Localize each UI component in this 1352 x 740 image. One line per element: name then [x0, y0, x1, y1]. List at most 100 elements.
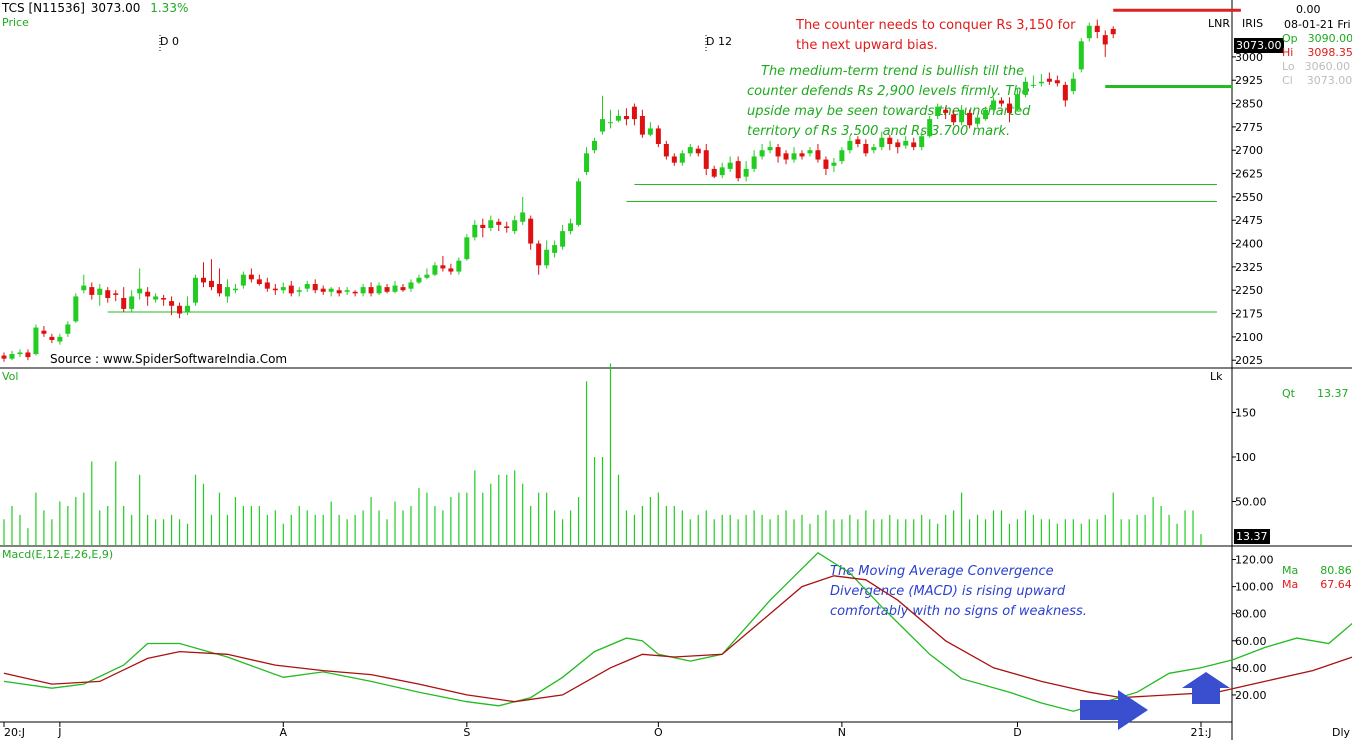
price-tick-label: 2025	[1235, 354, 1263, 367]
price-tick-label: 2475	[1235, 214, 1263, 227]
qt-value: 13.37	[1316, 387, 1349, 400]
cl-value: 3073.00	[1306, 74, 1352, 87]
candle-body	[296, 290, 302, 292]
macd-tick-label: 20.00	[1235, 689, 1267, 702]
candle-body	[264, 282, 270, 289]
candle-body	[97, 288, 103, 295]
candle-body	[472, 224, 478, 238]
candle-body	[623, 116, 629, 120]
iris-label: IRIS	[1242, 17, 1264, 30]
candle-body	[727, 162, 733, 169]
candle-body	[983, 109, 989, 120]
month-label: A	[280, 726, 288, 739]
candle-body	[193, 277, 199, 303]
candle-body	[647, 128, 653, 135]
candle-body	[185, 305, 191, 312]
month-label: O	[654, 726, 663, 739]
candle-body	[480, 224, 486, 228]
candle-body	[105, 290, 111, 298]
candle-body	[320, 288, 326, 292]
candle-body	[248, 274, 254, 280]
candle-body	[360, 287, 366, 294]
candle-body	[568, 223, 574, 232]
candle-body	[1022, 81, 1028, 95]
candle-body	[607, 122, 613, 124]
candle-body	[631, 106, 637, 120]
dly-label: Dly	[1332, 726, 1351, 739]
candle-body	[751, 156, 757, 169]
candle-body	[839, 150, 845, 162]
date-label: 08-01-21 Fri	[1284, 18, 1351, 31]
candle-body	[145, 291, 151, 297]
candle-body	[863, 144, 869, 154]
candle-body	[17, 352, 23, 354]
candle-body	[25, 352, 31, 358]
candle-body	[312, 284, 318, 291]
candle-body	[544, 249, 550, 266]
lo-label: Lo	[1282, 60, 1295, 73]
ma2-value: 67.64	[1320, 578, 1352, 591]
volume-tick-label: 100	[1235, 451, 1256, 464]
month-label: D	[1013, 726, 1021, 739]
candle-body	[560, 231, 566, 247]
candle-body	[1046, 78, 1052, 82]
candle-body	[153, 296, 159, 300]
candle-body	[615, 116, 621, 121]
price-tick-label: 3000	[1235, 51, 1263, 64]
candle-body	[177, 305, 183, 314]
candle-body	[224, 287, 230, 297]
candle-body	[799, 153, 805, 157]
candle-body	[783, 153, 789, 160]
op-label: Op	[1282, 32, 1298, 45]
candle-body	[424, 274, 430, 278]
candle-body	[113, 293, 119, 295]
candle-body	[384, 287, 390, 292]
candle-body	[711, 168, 717, 177]
candle-body	[512, 220, 518, 232]
candle-body	[600, 119, 605, 132]
macd-tick-label: 120.00	[1235, 554, 1274, 567]
candle-body	[1062, 84, 1068, 101]
candle-body	[376, 285, 382, 294]
candle-body	[703, 150, 709, 169]
candle-body	[951, 114, 957, 123]
macd-line	[3, 551, 1352, 712]
candle-body	[1094, 25, 1100, 32]
candle-body	[528, 218, 534, 244]
candle-body	[520, 212, 526, 222]
candle-body	[584, 153, 590, 172]
candle-body	[65, 324, 71, 334]
up-arrow-icon	[1182, 672, 1230, 704]
blue-annotation: The Moving Average Convergence Divergenc…	[830, 564, 1087, 619]
candle-body	[967, 112, 973, 126]
price-tick-label: 2550	[1235, 191, 1263, 204]
candle-body	[448, 268, 454, 272]
candle-body	[823, 159, 829, 169]
macd-tick-label: 80.00	[1235, 608, 1267, 621]
price-tick-label: 2250	[1235, 284, 1263, 297]
candle-body	[935, 106, 941, 116]
candle-body	[831, 162, 837, 166]
candle-body	[456, 260, 462, 272]
vol-panel-label: Vol	[2, 370, 19, 383]
ma1-value: 80.86	[1320, 564, 1352, 577]
candle-body	[759, 150, 765, 157]
candle-body	[911, 142, 917, 148]
candle-body	[336, 290, 342, 294]
candle-body	[536, 243, 542, 266]
price-tag: 3073.00	[1234, 38, 1284, 53]
price-tick-label: 2775	[1235, 121, 1263, 134]
ma2-label: Ma	[1282, 578, 1299, 591]
candle-body	[975, 117, 981, 124]
candle-body	[887, 137, 893, 144]
candle-body	[121, 298, 127, 309]
candle-body	[1054, 80, 1060, 84]
candle-body	[400, 287, 406, 291]
candle-body	[432, 265, 438, 275]
candle-body	[352, 291, 358, 294]
candle-body	[1038, 81, 1044, 84]
price-tick-label: 2625	[1235, 168, 1263, 181]
candle-body	[392, 285, 398, 292]
right-arrow-icon	[1080, 690, 1148, 730]
